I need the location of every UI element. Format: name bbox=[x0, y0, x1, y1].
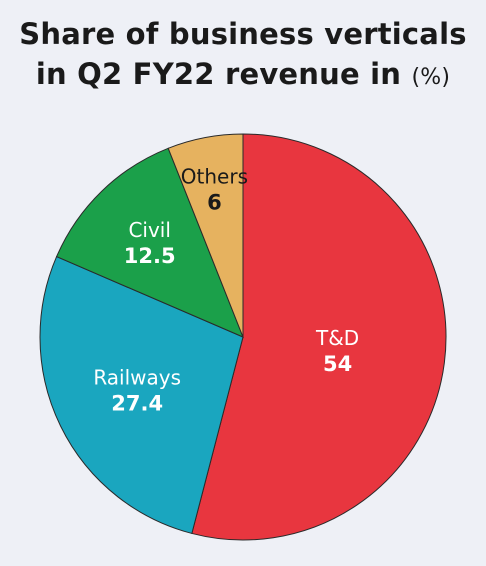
slice-label-t-d: T&D bbox=[315, 326, 359, 350]
slice-value-railways: 27.4 bbox=[111, 392, 163, 416]
slice-value-civil: 12.5 bbox=[124, 244, 176, 268]
pie-slice-railways bbox=[39, 255, 244, 535]
pie-slice-civil bbox=[55, 147, 244, 338]
slice-value-t-d: 54 bbox=[323, 352, 352, 376]
chart-title-unit: (%) bbox=[411, 65, 451, 90]
slice-value-others: 6 bbox=[207, 191, 222, 215]
pie-slices bbox=[39, 133, 447, 541]
slice-label-railways: Railways bbox=[93, 366, 181, 390]
pie-slice-others bbox=[167, 133, 244, 338]
chart-title-line1: Share of business verticals bbox=[19, 17, 467, 51]
chart-title-line2: in Q2 FY22 revenue in (%) bbox=[0, 54, 486, 98]
chart-title: Share of business verticals in Q2 FY22 r… bbox=[0, 14, 486, 98]
slice-label-others: Others bbox=[181, 165, 248, 189]
pie-slice-t-d bbox=[191, 133, 447, 541]
chart-title-line2-text: in Q2 FY22 revenue in bbox=[35, 57, 402, 91]
slice-label-civil: Civil bbox=[128, 218, 170, 242]
